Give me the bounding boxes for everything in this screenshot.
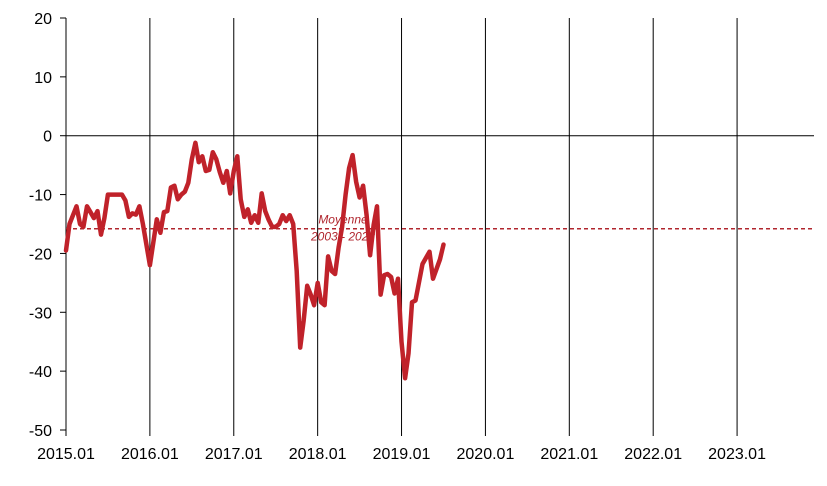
x-tick-label: 2023.01 — [708, 446, 766, 463]
vertical-gridlines — [149, 18, 738, 430]
y-tick-label: -10 — [29, 188, 52, 205]
y-tick-label: -20 — [29, 246, 52, 263]
x-axis-ticks: 2015.01 2016.01 2017.01 2018.01 2019.01 2020.… — [37, 430, 766, 463]
x-tick-label: 2019.01 — [373, 446, 431, 463]
x-tick-label: 2015.01 — [37, 446, 95, 463]
series-line — [63, 140, 446, 381]
x-tick-label: 2022.01 — [624, 446, 682, 463]
y-tick-label: -40 — [29, 364, 52, 381]
y-tick-label: 20 — [34, 11, 52, 28]
x-tick-label: 2017.01 — [205, 446, 263, 463]
y-tick-label: -30 — [29, 305, 52, 322]
x-tick-label: 2018.01 — [289, 446, 347, 463]
y-tick-label: 0 — [43, 129, 52, 146]
x-tick-label: 2016.01 — [121, 446, 179, 463]
y-tick-label: -50 — [29, 423, 52, 440]
x-tick-label: 2021.01 — [540, 446, 598, 463]
y-tick-label: 10 — [34, 70, 52, 87]
x-tick-label: 2020.01 — [457, 446, 515, 463]
y-axis-ticks: 20 10 0 -10 -20 -30 -40 -50 — [29, 11, 66, 440]
